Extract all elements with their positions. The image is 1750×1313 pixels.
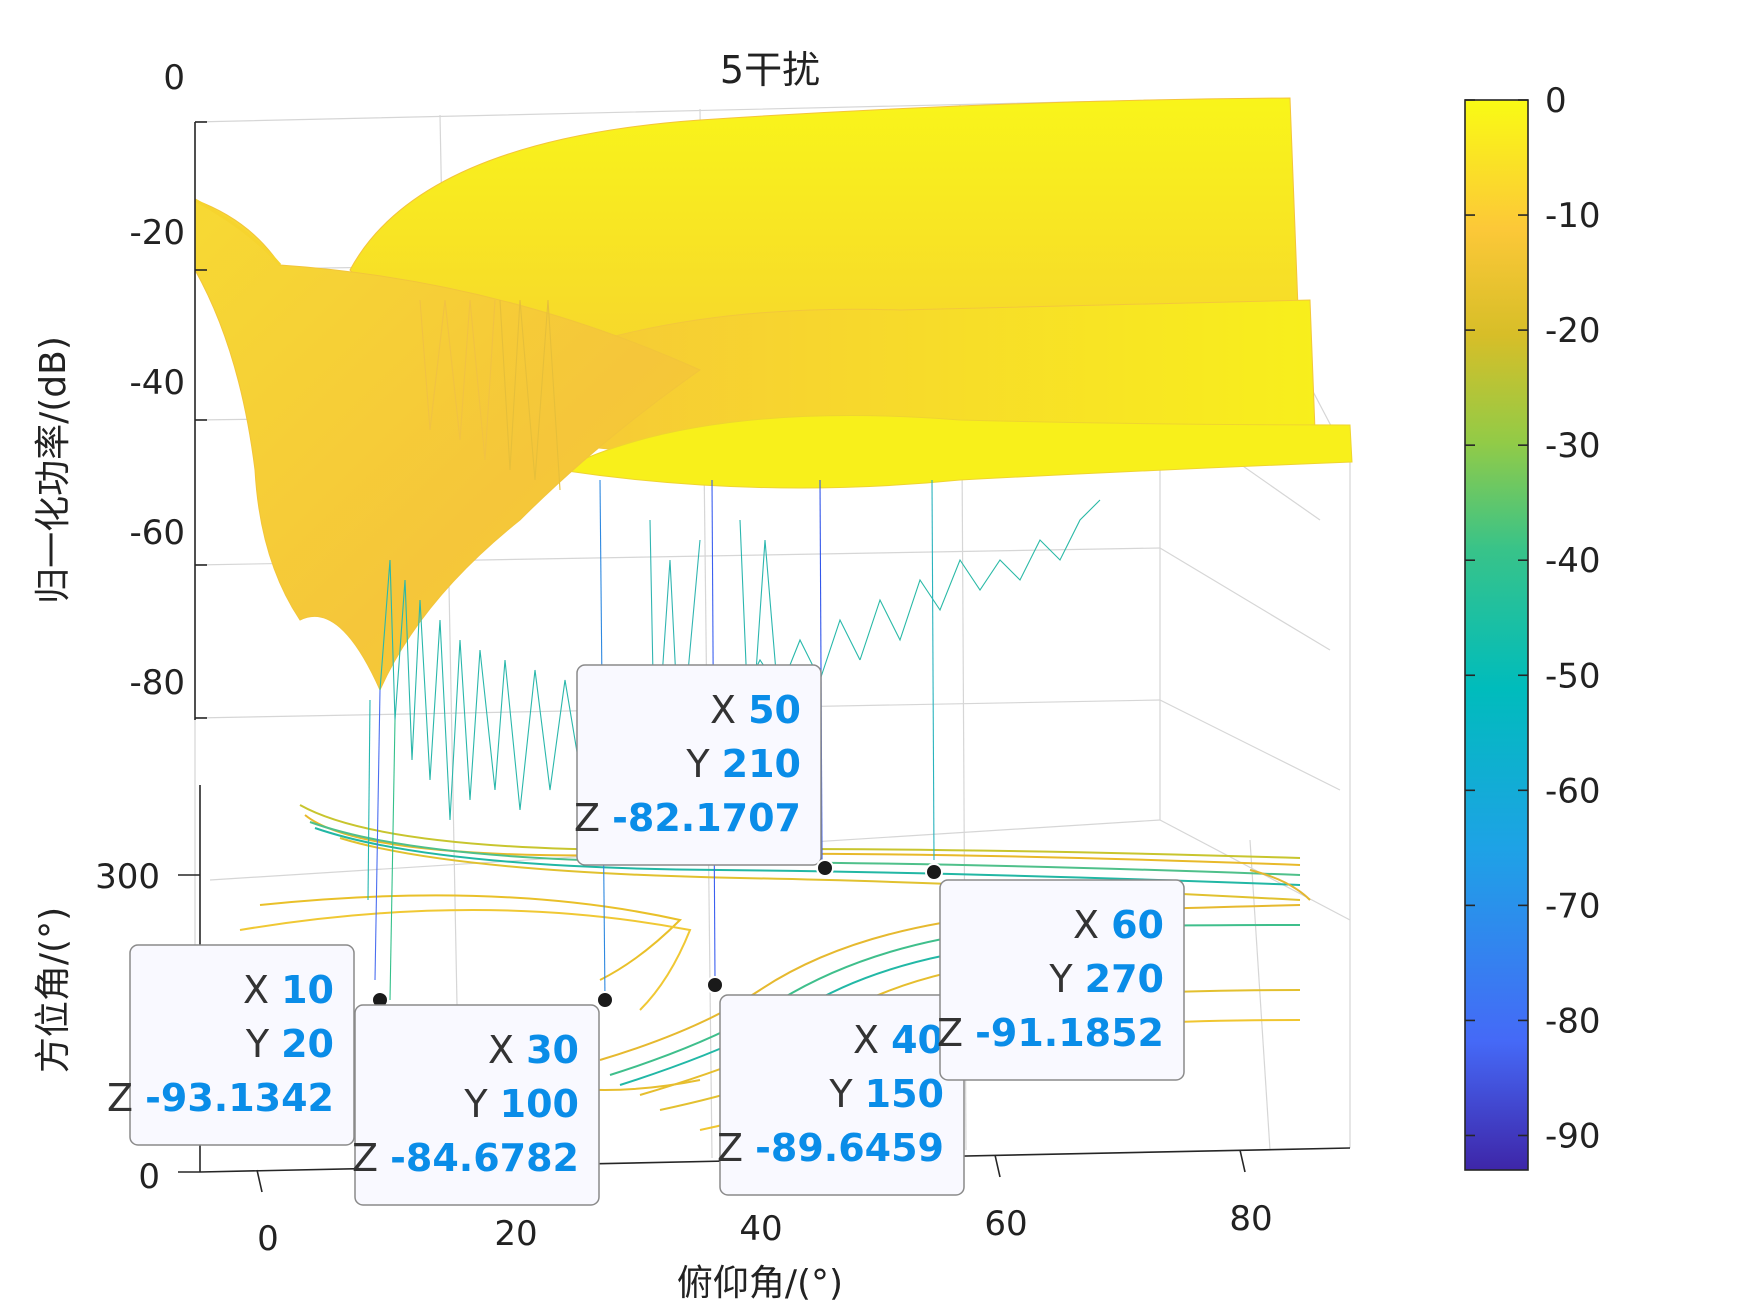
datatip-box — [939, 879, 1185, 1081]
colorbar-tick-label: -60 — [1545, 771, 1601, 811]
datatip-row: X 40 — [853, 1018, 944, 1062]
datatip-row: Z -93.1342 — [107, 1076, 334, 1120]
datatips: X 10 Y 20 Z -93.1342 X 30 Y 100 Z -84.6782 X 4… — [107, 664, 1185, 1206]
datatip-box — [719, 994, 965, 1196]
x-tick-mark — [1239, 1149, 1246, 1173]
datatip-row: Y 210 — [685, 742, 801, 786]
datatip-marker[interactable] — [706, 976, 724, 994]
datatip-row: Z -84.6782 — [352, 1136, 579, 1180]
datatip-row: Z -82.1707 — [574, 796, 801, 840]
datatip-marker[interactable] — [816, 859, 834, 877]
datatip[interactable]: X 40 Y 150 Z -89.6459 — [717, 994, 965, 1196]
x-tick-label: 40 — [739, 1209, 782, 1249]
datatip[interactable]: X 30 Y 100 Z -84.6782 — [352, 1004, 600, 1206]
datatip-row: X 30 — [488, 1028, 579, 1072]
datatip-row: X 60 — [1073, 903, 1164, 947]
datatip-row: Y 100 — [463, 1082, 579, 1126]
datatip-row: Z -89.6459 — [717, 1126, 944, 1170]
datatip-marker[interactable] — [925, 863, 943, 881]
colorbar-tick-label: -30 — [1545, 426, 1601, 466]
datatip[interactable]: X 60 Y 270 Z -91.1852 — [937, 879, 1185, 1081]
x-axis-label: 俯仰角/(°) — [677, 1263, 843, 1304]
colorbar-tick-label: -50 — [1545, 656, 1601, 696]
colorbar-tick-label: -20 — [1545, 311, 1601, 351]
datatip-row: Y 270 — [1048, 957, 1164, 1001]
datatip-box — [354, 1004, 600, 1206]
y-tick-label: 0 — [138, 1157, 160, 1197]
datatip-row: X 10 — [243, 968, 334, 1012]
x-tick-mark — [256, 1169, 263, 1193]
z-tick-label: 0 — [163, 58, 185, 98]
datatip-row: Y 20 — [245, 1022, 334, 1066]
colorbar-tick-label: -70 — [1545, 886, 1601, 926]
x-tick-label: 20 — [494, 1214, 537, 1254]
x-tick-label: 60 — [984, 1204, 1027, 1244]
z-axis-ticks: 0 -20 -40 -60 -80 — [129, 58, 207, 719]
datatip-row: X 50 — [710, 688, 801, 732]
y-tick-label: 300 — [95, 857, 160, 897]
z-tick-label: -80 — [129, 663, 185, 703]
colorbar-tick-label: -80 — [1545, 1001, 1601, 1041]
datatip[interactable]: X 50 Y 210 Z -82.1707 — [574, 664, 822, 866]
z-tick-label: -20 — [129, 213, 185, 253]
datatip-box — [129, 944, 355, 1146]
z-tick-label: -40 — [129, 363, 185, 403]
datatip-marker[interactable] — [596, 991, 614, 1009]
colorbar-tick-label: -40 — [1545, 541, 1601, 581]
colorbar-tick-label: 0 — [1545, 81, 1567, 121]
x-tick-label: 80 — [1229, 1199, 1272, 1239]
chart-title: 5干扰 — [720, 48, 820, 92]
colorbar-tick-label: -10 — [1545, 196, 1601, 236]
datatip[interactable]: X 10 Y 20 Z -93.1342 — [107, 944, 355, 1146]
colorbar-ticks: 0 -10 -20 -30 -40 -50 -60 -70 -80 -90 — [1465, 81, 1601, 1156]
datatip-box — [576, 664, 822, 866]
x-tick-mark — [994, 1154, 1001, 1178]
z-tick-label: -60 — [129, 513, 185, 553]
x-axis-ticks: 0 20 40 60 80 — [256, 1149, 1273, 1259]
surface-mesh — [194, 97, 1353, 1001]
x-tick-label: 0 — [257, 1219, 279, 1259]
datatip-row: Y 150 — [828, 1072, 944, 1116]
y-axis-label: 方位角/(°) — [33, 907, 74, 1073]
colorbar — [1464, 99, 1529, 1171]
z-axis-label: 归一化功率/(dB) — [33, 336, 74, 604]
datatip-row: Z -91.1852 — [937, 1011, 1164, 1055]
colorbar-tick-label: -90 — [1545, 1116, 1601, 1156]
